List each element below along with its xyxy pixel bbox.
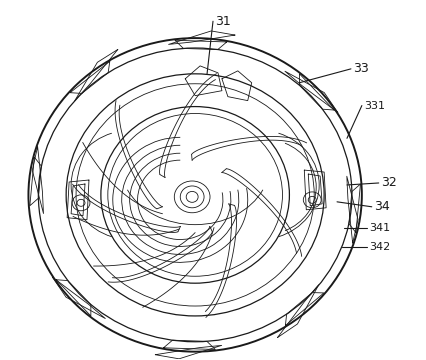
Text: 34: 34: [373, 200, 389, 213]
Text: 33: 33: [352, 62, 368, 75]
Text: 32: 32: [380, 176, 395, 189]
Text: 342: 342: [368, 243, 389, 252]
Text: 31: 31: [214, 15, 230, 28]
Text: 341: 341: [368, 222, 389, 233]
Text: 331: 331: [363, 100, 384, 111]
